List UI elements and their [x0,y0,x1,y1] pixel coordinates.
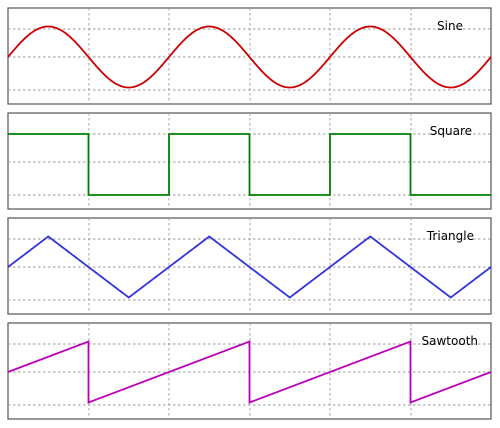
panel-sine: Sine [7,7,492,105]
square-wave [8,133,491,196]
sawtooth-wave [7,340,492,404]
panel-sawtooth-label: Sawtooth [422,334,478,348]
panel-sawtooth: Sawtooth [7,322,492,420]
panel-triangle-label: Triangle [426,229,474,243]
sine-wave [7,25,492,89]
triangle-wave [7,235,492,299]
panel-triangle: Triangle [7,217,492,315]
panel-square: Square [7,112,492,210]
panel-square-label: Square [430,124,472,138]
panel-sine-label: Sine [437,19,463,33]
